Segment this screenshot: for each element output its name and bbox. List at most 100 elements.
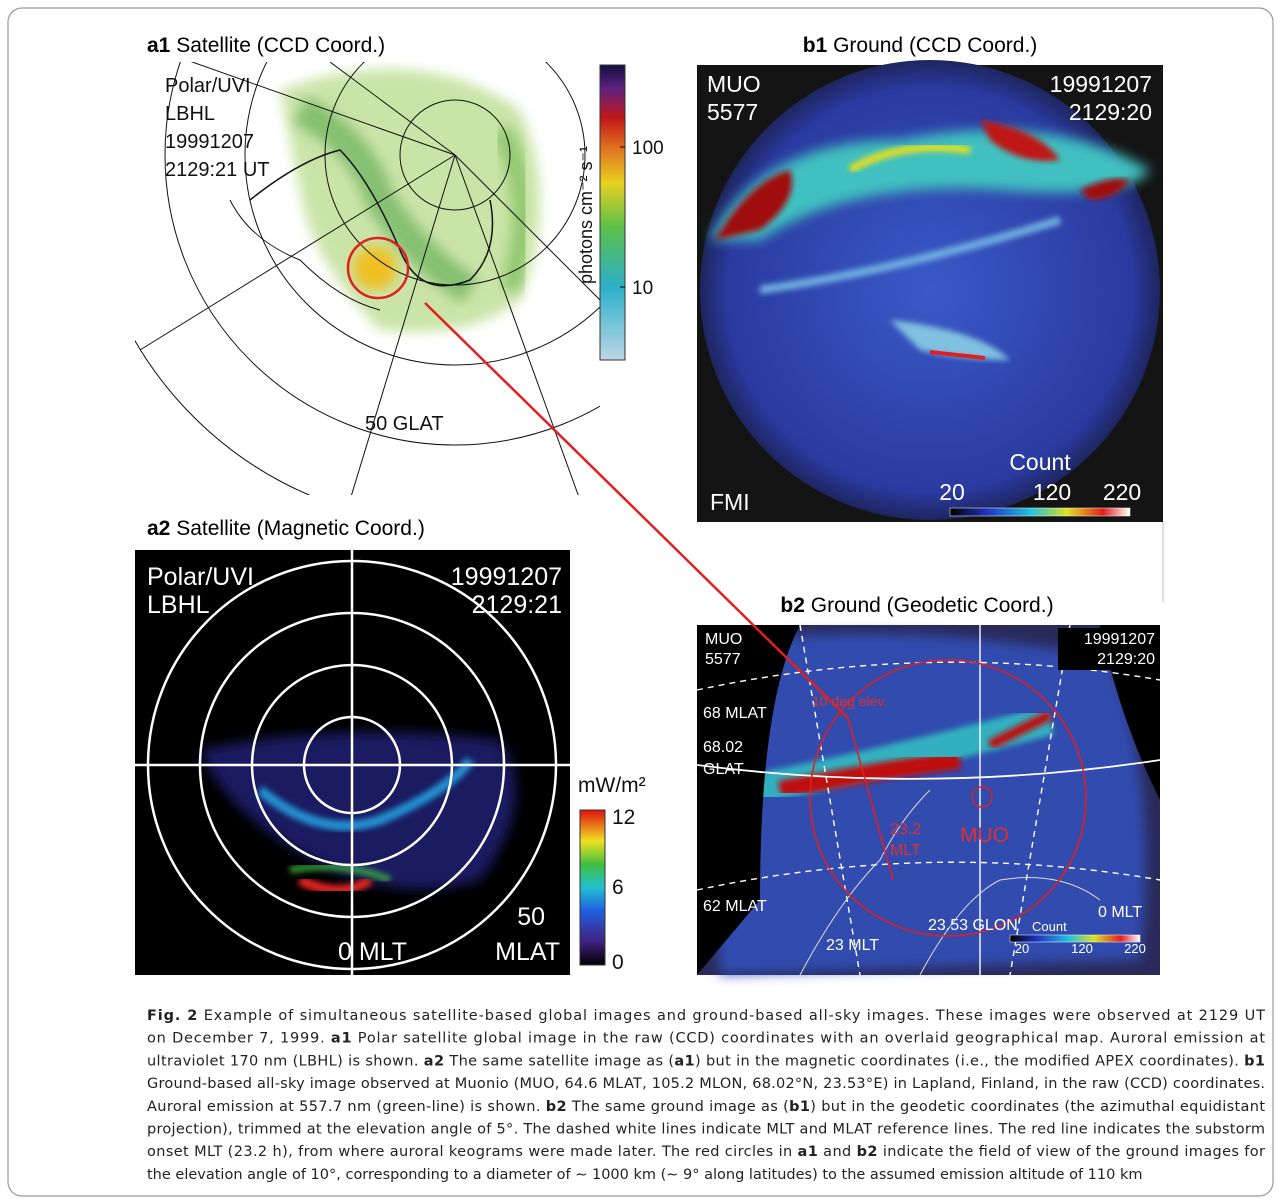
caption-line: ultraviolet 170 nm (LBHL) is shown. a2 T… xyxy=(147,1053,1265,1069)
label: 220 xyxy=(1124,941,1146,956)
caption-text: Auroral emission at 557.7 nm (green-line… xyxy=(147,1099,545,1115)
colorbar xyxy=(949,507,1131,517)
caption: Fig. 2 Example of simultaneous satellite… xyxy=(147,1008,1265,1183)
caption-text: ) but in the geodetic coordinates (the a… xyxy=(810,1099,1265,1115)
label: Ground (CCD Coord.) xyxy=(833,34,1037,57)
label: LBHL xyxy=(147,591,210,619)
image-b1 xyxy=(697,60,1163,522)
label: 23 MLT xyxy=(826,937,879,954)
caption-text: indicate the field of view of the ground… xyxy=(878,1144,1265,1160)
label: MUO xyxy=(705,631,742,648)
shape xyxy=(249,149,494,287)
group xyxy=(135,62,600,495)
frame xyxy=(7,7,1274,1197)
shape xyxy=(697,625,800,975)
shape xyxy=(293,96,478,303)
label: MUO xyxy=(960,824,1009,847)
caption-line: the elevation angle of 10°, correspondin… xyxy=(147,1167,1143,1183)
shape xyxy=(696,661,1161,691)
label: Polar/UVI xyxy=(147,563,254,591)
shape xyxy=(297,875,373,895)
shape xyxy=(759,216,1062,294)
caption-text: projection), trimmed at the elevation an… xyxy=(147,1122,1265,1138)
label: a1 xyxy=(147,34,171,57)
caption-line: on December 7, 1999. a1 Polar satellite … xyxy=(147,1031,1265,1047)
image-a2 xyxy=(135,550,606,975)
shape xyxy=(353,246,397,290)
label: 2129:20 xyxy=(1069,99,1152,125)
label: 10 xyxy=(632,278,653,299)
shape xyxy=(799,624,861,976)
label: MLAT xyxy=(495,938,560,966)
group xyxy=(135,550,570,975)
shape xyxy=(980,120,1060,161)
shape xyxy=(454,154,579,495)
label: 62 MLAT xyxy=(703,898,767,915)
shape xyxy=(847,717,894,881)
caption-text: The same ground image as ( xyxy=(567,1099,789,1115)
label: 50 GLAT xyxy=(365,413,444,435)
panel-title: b1 Ground (CCD Coord.) xyxy=(803,34,1038,57)
label: MLT xyxy=(890,842,921,859)
label: 20 xyxy=(939,479,965,505)
shape xyxy=(890,320,1010,360)
label: 0 MLT xyxy=(338,938,407,966)
shape xyxy=(778,751,962,799)
shape xyxy=(987,710,1053,750)
group xyxy=(696,624,1161,976)
label: mW/m² xyxy=(578,774,646,797)
shape xyxy=(329,62,456,156)
group xyxy=(135,62,600,495)
label: Count xyxy=(1032,919,1067,934)
shape xyxy=(847,143,971,174)
label: 100 xyxy=(632,138,664,159)
label: 68.02 xyxy=(703,739,743,756)
caption-bold: b2 xyxy=(857,1144,878,1160)
label: 2129:21 xyxy=(472,591,562,619)
shape xyxy=(1058,628,1158,670)
shape xyxy=(289,862,392,884)
shape xyxy=(139,154,456,351)
label: 2129:21 UT xyxy=(165,159,270,181)
group: mW/m² 12 6 0 xyxy=(578,774,646,974)
caption-line: Auroral emission at 557.7 nm (green-line… xyxy=(147,1099,1265,1115)
label: 12 xyxy=(612,806,635,829)
label: 19991207 xyxy=(1050,71,1152,97)
label: 5577 xyxy=(707,99,758,125)
shape xyxy=(715,170,792,240)
group xyxy=(135,550,570,975)
label: b2 xyxy=(780,594,805,617)
label: Satellite (CCD Coord.) xyxy=(176,34,385,57)
caption-text: The same satellite image as ( xyxy=(444,1053,674,1069)
shape xyxy=(799,789,931,976)
caption-text: ultraviolet 170 nm (LBHL) is shown. xyxy=(147,1053,423,1069)
shape xyxy=(696,759,1161,780)
label: 19991207 xyxy=(165,131,254,153)
caption-bold: a1 xyxy=(798,1144,818,1160)
caption-line: onset MLT (23.2 h), from where auroral k… xyxy=(147,1144,1265,1160)
shape xyxy=(971,786,993,808)
caption-bold: b1 xyxy=(789,1099,810,1115)
caption-line: projection), trimmed at the elevation an… xyxy=(147,1122,1265,1138)
colorbar xyxy=(1009,934,1141,943)
shape xyxy=(200,732,516,889)
caption-bold: b1 xyxy=(1244,1053,1265,1069)
caption-text: on December 7, 1999. xyxy=(147,1031,330,1047)
shape xyxy=(1080,178,1130,200)
caption-text: Polar satellite global image in the raw … xyxy=(352,1031,1265,1047)
shape xyxy=(244,62,600,366)
colorbar xyxy=(579,809,606,966)
label: LBHL xyxy=(165,103,215,125)
label: b1 xyxy=(803,34,828,57)
label: 2129:20 xyxy=(1097,651,1155,668)
label: Ground (Geodetic Coord.) xyxy=(811,594,1054,617)
label: 19991207 xyxy=(1084,631,1155,648)
label: Satellite (Magnetic Coord.) xyxy=(176,517,425,540)
caption-line: Ground-based all-sky image observed at M… xyxy=(147,1076,1265,1092)
group: MUO 5577 19991207 2129:20 10 deg elev. 68 … xyxy=(703,628,1158,956)
label: 0 xyxy=(612,951,624,974)
label: 20 xyxy=(1015,941,1029,956)
label: Polar/UVI xyxy=(165,75,251,97)
shape xyxy=(1009,624,1071,976)
